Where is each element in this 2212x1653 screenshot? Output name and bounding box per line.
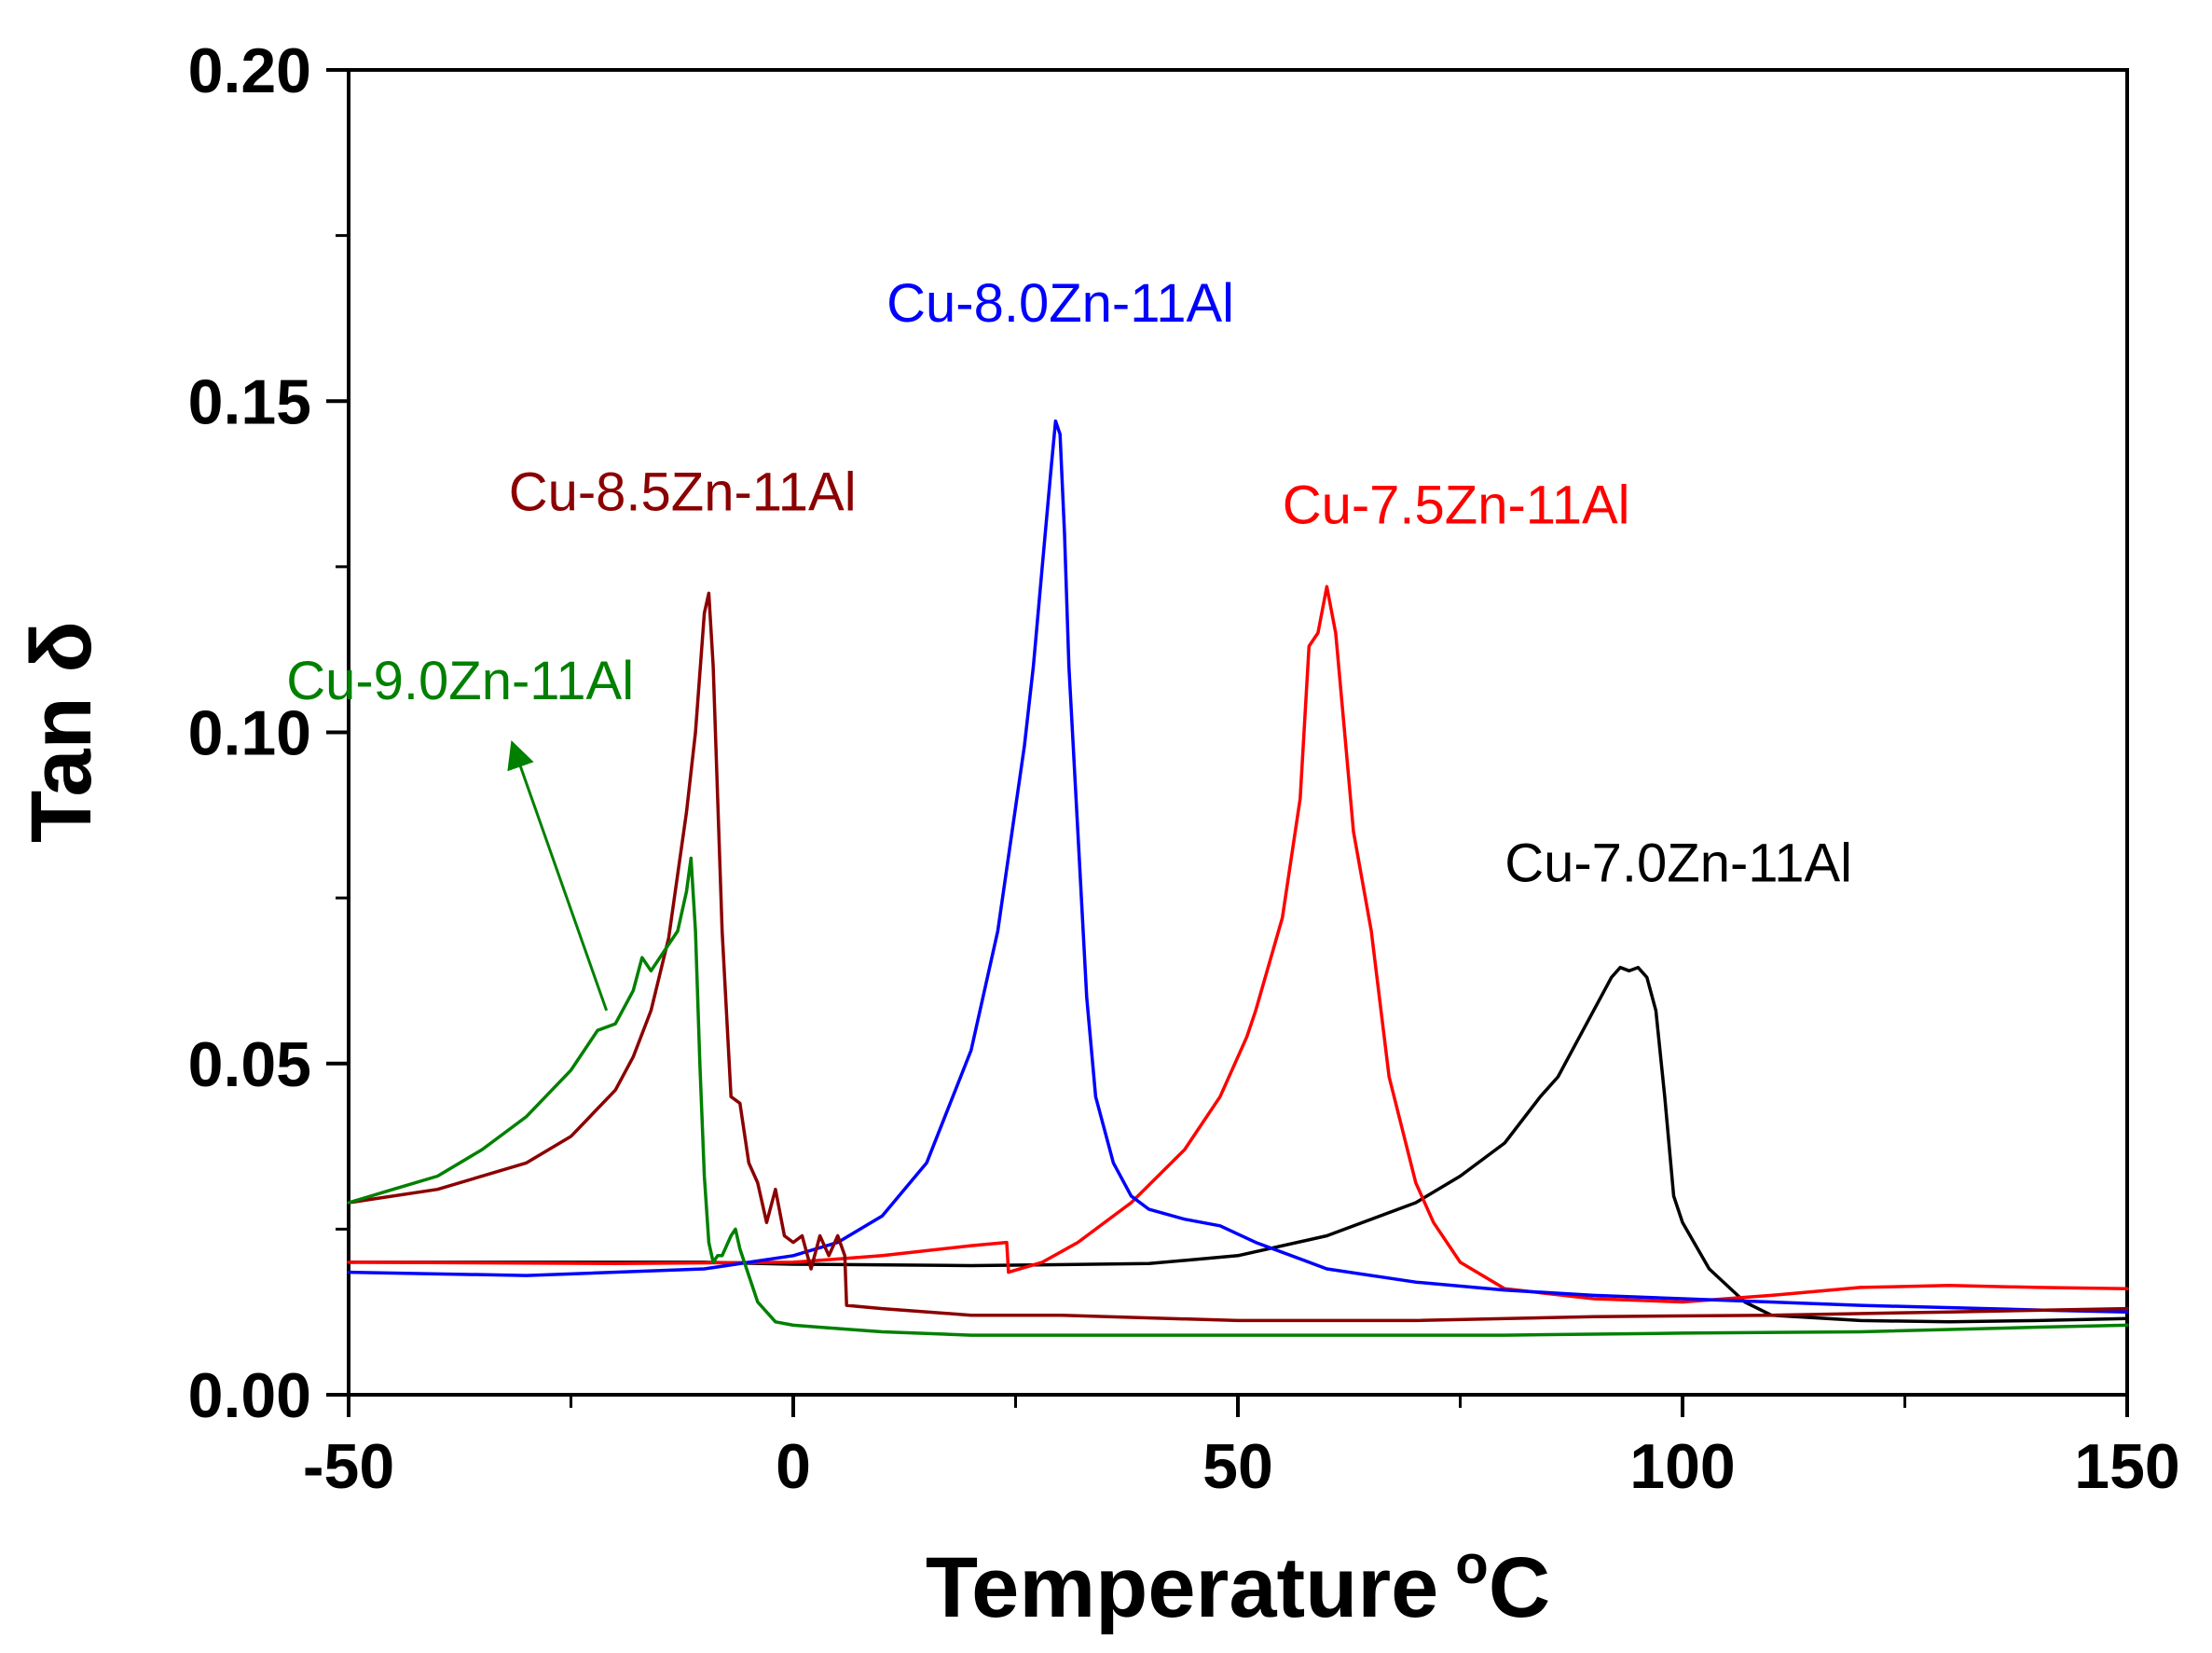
series-label-cu-8-5zn-11al: Cu-8.5Zn-11Al xyxy=(509,461,857,522)
x-tick-label: -50 xyxy=(303,1431,394,1502)
series-label-cu-7-5zn-11al: Cu-7.5Zn-11Al xyxy=(1283,475,1630,536)
y-tick-label: 0.20 xyxy=(188,35,311,106)
annotation-layer: Cu-7.0Zn-11Al Cu-7.5Zn-11Al Cu-8.0Zn-11Al C… xyxy=(286,273,1852,1012)
y-tick-label: 0.00 xyxy=(188,1360,311,1431)
y-tick-label: 0.05 xyxy=(188,1029,311,1100)
axis-ticks: -50 0 50 100 150 0.00 0.05 0.10 0.15 0.20 xyxy=(188,35,2180,1502)
series-layer xyxy=(347,419,2129,1337)
x-tick-label: 0 xyxy=(776,1431,811,1502)
y-tick-label: 0.10 xyxy=(188,698,311,769)
x-axis-title: Temperature oC xyxy=(926,1535,1550,1635)
series-line-cu-7-5zn-11al xyxy=(347,585,2129,1304)
series-label-cu-9-0zn-11al: Cu-9.0Zn-11Al xyxy=(286,651,634,711)
series-label-cu-8-0zn-11al: Cu-8.0Zn-11Al xyxy=(886,273,1234,334)
series-line-cu-8-5zn-11al xyxy=(347,591,2129,1323)
x-axis-unit-degree: o xyxy=(1455,1535,1488,1595)
x-axis-title-text: Temperature xyxy=(926,1540,1438,1635)
series-line-cu-9-0zn-11al xyxy=(347,856,2129,1337)
y-tick-label: 0.15 xyxy=(188,366,311,437)
pointer-arrow xyxy=(507,740,609,1012)
x-tick-label: 100 xyxy=(1629,1431,1735,1502)
series-label-cu-7-0zn-11al: Cu-7.0Zn-11Al xyxy=(1504,833,1852,893)
x-axis-unit: C xyxy=(1489,1540,1550,1635)
y-axis-title: Tan δ xyxy=(14,621,109,843)
x-tick-label: 50 xyxy=(1202,1431,1273,1502)
series-line-cu-8-0zn-11al xyxy=(347,419,2129,1314)
x-tick-label: 150 xyxy=(2074,1431,2179,1502)
plot-frame xyxy=(347,68,2129,1397)
